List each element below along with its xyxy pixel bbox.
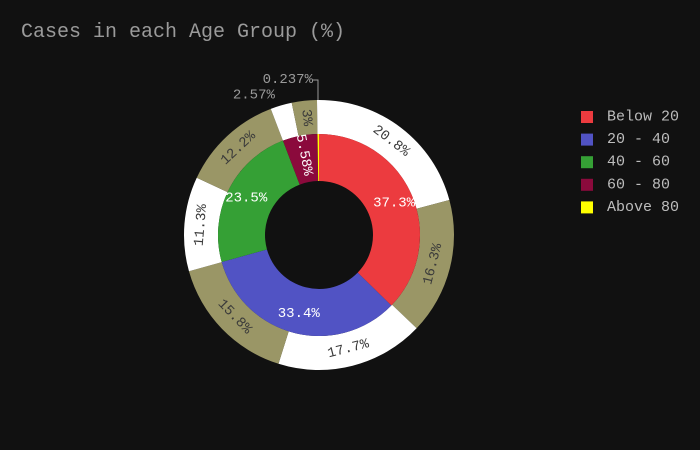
legend-label-0: Below 20 bbox=[607, 109, 679, 126]
outer-slice-0 bbox=[319, 100, 450, 209]
legend-swatch-2 bbox=[581, 156, 593, 169]
legend-label-4: Above 80 bbox=[607, 199, 679, 216]
legend-swatch-4 bbox=[581, 201, 593, 214]
outer-slice-3 bbox=[188, 262, 289, 364]
legend-swatch-1 bbox=[581, 133, 593, 146]
outer-ring bbox=[183, 100, 454, 371]
outer-slice-5 bbox=[196, 108, 283, 193]
inner-slice-label-2: 23.5% bbox=[225, 190, 268, 206]
outer-slice-6 bbox=[270, 102, 299, 141]
outer-slice-label-7: 3% bbox=[297, 108, 315, 127]
inner-slice-label-3: 5.58% bbox=[292, 133, 316, 178]
outer-slice-label-4: 11.3% bbox=[192, 203, 211, 247]
outer-slice-label-6: 2.57% bbox=[233, 88, 276, 104]
outer-slice-8 bbox=[316, 100, 319, 135]
chart-title: Cases in each Age Group (%) bbox=[21, 21, 345, 44]
outer-slice-4 bbox=[183, 177, 228, 272]
legend-label-3: 60 - 80 bbox=[607, 176, 670, 193]
inner-slice-label-1: 33.4% bbox=[278, 306, 321, 322]
legend-swatch-0 bbox=[581, 111, 593, 123]
legend-label-2: 40 - 60 bbox=[607, 154, 670, 171]
legend: Below 20 20 - 40 40 - 60 60 - 80 Above 80 bbox=[581, 109, 679, 216]
inner-ring bbox=[218, 134, 421, 336]
outer-slice-leader-8 bbox=[312, 79, 319, 101]
outer-slice-label-8: 0.237% bbox=[263, 72, 314, 88]
outer-slice-7 bbox=[291, 100, 318, 137]
inner-slice-4 bbox=[317, 134, 319, 182]
inner-slice-1 bbox=[221, 249, 392, 336]
inner-slice-3 bbox=[282, 134, 319, 185]
inner-slice-2 bbox=[218, 140, 300, 263]
outer-slice-2 bbox=[278, 304, 417, 371]
inner-slice-label-0: 37.3% bbox=[373, 195, 416, 211]
legend-swatch-3 bbox=[581, 178, 593, 191]
outer-slice-1 bbox=[392, 199, 454, 329]
legend-label-1: 20 - 40 bbox=[607, 131, 670, 148]
inner-slice-0 bbox=[319, 134, 421, 306]
